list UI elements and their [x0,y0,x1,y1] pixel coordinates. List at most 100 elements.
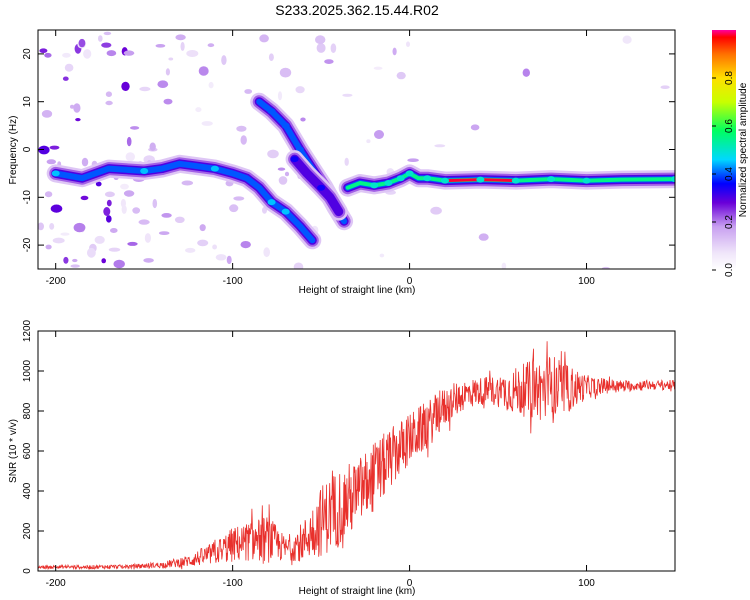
colorbar-tick-label: 0.0 [724,263,735,277]
spectrogram-noise-blob [78,38,86,48]
spectrogram-x-tick-label: -200 [46,276,66,287]
spectrogram-noise-blob [139,86,151,92]
spectrogram-ridge-blob [281,122,290,129]
spectrogram-noise-blob [199,224,206,232]
snr-x-axis-label: Height of straight line (km) [299,586,416,597]
spectrogram-noise-blob [60,232,70,236]
spectrogram-ridge-blob [267,199,276,206]
spectrogram-noise-blob [430,206,442,215]
snr-y-tick-label: 600 [22,442,33,459]
spectrogram-noise-blob [62,76,69,81]
spectrogram-noise-blob [221,55,227,66]
spectrogram-noise-blob [39,48,48,53]
spectrogram-noise-blob [300,117,306,122]
spectrogram-noise-blob [259,34,269,43]
snr-y-tick-label: 1000 [22,359,33,382]
spectrogram-y-tick-label: -10 [22,190,33,205]
snr-x-tick-label: -200 [46,578,66,589]
spectrogram-noise-blob [366,139,371,144]
spectrogram-ridge-blob [511,177,520,184]
spectrogram-noise-blob [379,253,385,258]
snr-y-tick-label: 200 [22,522,33,539]
spectrogram-noise-blob [46,159,56,165]
spectrogram-noise-blob [168,57,174,61]
spectrogram-y-tick-label: 20 [22,48,33,60]
spectrogram-noise-blob [105,100,113,106]
spectrogram-noise-blob [157,80,169,88]
spectrogram-ridge-blob [423,175,432,182]
spectrogram-noise-blob [240,241,251,249]
spectrogram-y-tick-label: -20 [22,237,33,252]
spectrogram-noise-blob [98,35,103,42]
spectrogram-noise-blob [181,180,194,186]
spectrogram-noise-blob [63,256,69,264]
spectrogram-noise-blob [229,204,239,213]
spectrogram-noise-blob [101,42,112,48]
spectrogram-noise-blob [277,167,286,171]
spectrogram-noise-blob [38,222,44,231]
spectrogram-noise-blob [106,199,112,207]
spectrogram-noise-blob [64,63,74,72]
spectrogram-noise-blob [279,67,292,78]
spectrogram-noise-blob [501,262,507,269]
spectrogram-noise-blob [186,50,199,57]
spectrogram-noise-blob [180,41,185,51]
spectrogram-y-tick-label: 0 [22,146,33,152]
spectrogram-noise-blob [233,196,245,201]
spectrogram-noise-blob [62,52,71,58]
spectrogram-noise-blob [130,126,140,130]
spectrogram-y-axis-label: Frequency (Hz) [8,116,19,185]
colorbar-tick-label: 0.2 [724,215,735,229]
spectrogram-noise-blob [132,207,141,214]
snr-x-tick-label: 0 [407,578,413,589]
spectrogram-noise-blob [110,228,118,233]
spectrogram-noise-blob [105,91,112,97]
spectrogram-noise-blob [123,50,135,56]
spectrogram-ridge-blob [396,175,405,182]
spectrogram-noise-blob [324,59,334,64]
spectrogram-noise-blob [149,142,156,151]
spectrogram-ridge-blob [582,177,591,184]
spectrogram-y-tick-label: 10 [22,96,33,108]
spectrogram-noise-blob [434,144,446,148]
spectrogram-noise-blob [226,255,232,265]
spectrogram-ridge-blob [405,170,414,177]
spectrogram-noise-blob [104,191,115,198]
spectrogram-noise-blob [407,158,419,162]
spectrogram-noise-blob [240,135,247,145]
spectrogram-noise-blob [660,85,670,89]
spectrogram-noise-blob [94,235,105,244]
spectrogram-noise-blob [75,118,81,122]
spectrogram-noise-blob [106,215,112,223]
spectrogram-noise-blob [470,124,480,131]
spectrogram-x-axis-label: Height of straight line (km) [299,285,416,296]
spectrogram-noise-blob [103,31,112,36]
spectrogram-noise-blob [125,152,135,162]
spectrogram-noise-blob [155,44,166,48]
spectrogram-noise-blob [126,136,132,147]
spectrogram-noise-blob [522,68,530,77]
colorbar-tick-label: 0.4 [724,167,735,181]
spectrogram-ridge-blob [290,156,299,163]
spectrogram-noise-blob [121,205,127,214]
spectrogram-noise-blob [41,110,53,118]
spectrogram-ridge-blob [370,182,379,189]
spectrogram-noise-blob [50,204,63,213]
snr-y-tick-label: 400 [22,482,33,499]
spectrogram-noise-blob [215,254,227,261]
spectrogram-noise-blob [143,258,154,263]
spectrogram-noise-blob [144,233,151,243]
spectrogram-noise-blob [201,121,213,126]
spectrogram-ridge-blob [671,176,675,183]
spectrogram-noise-blob [165,68,170,76]
spectrogram-noise-blob [44,52,52,58]
spectrogram-noise-blob [277,91,283,101]
spectrogram-noise-blob [601,266,610,269]
spectrogram-ridge-blob [267,108,276,115]
spectrogram-noise-blob [293,262,304,269]
spectrogram-noise-blob [315,35,326,45]
spectrogram-noise-blob [120,183,129,190]
spectrogram-noise-blob [263,247,271,258]
